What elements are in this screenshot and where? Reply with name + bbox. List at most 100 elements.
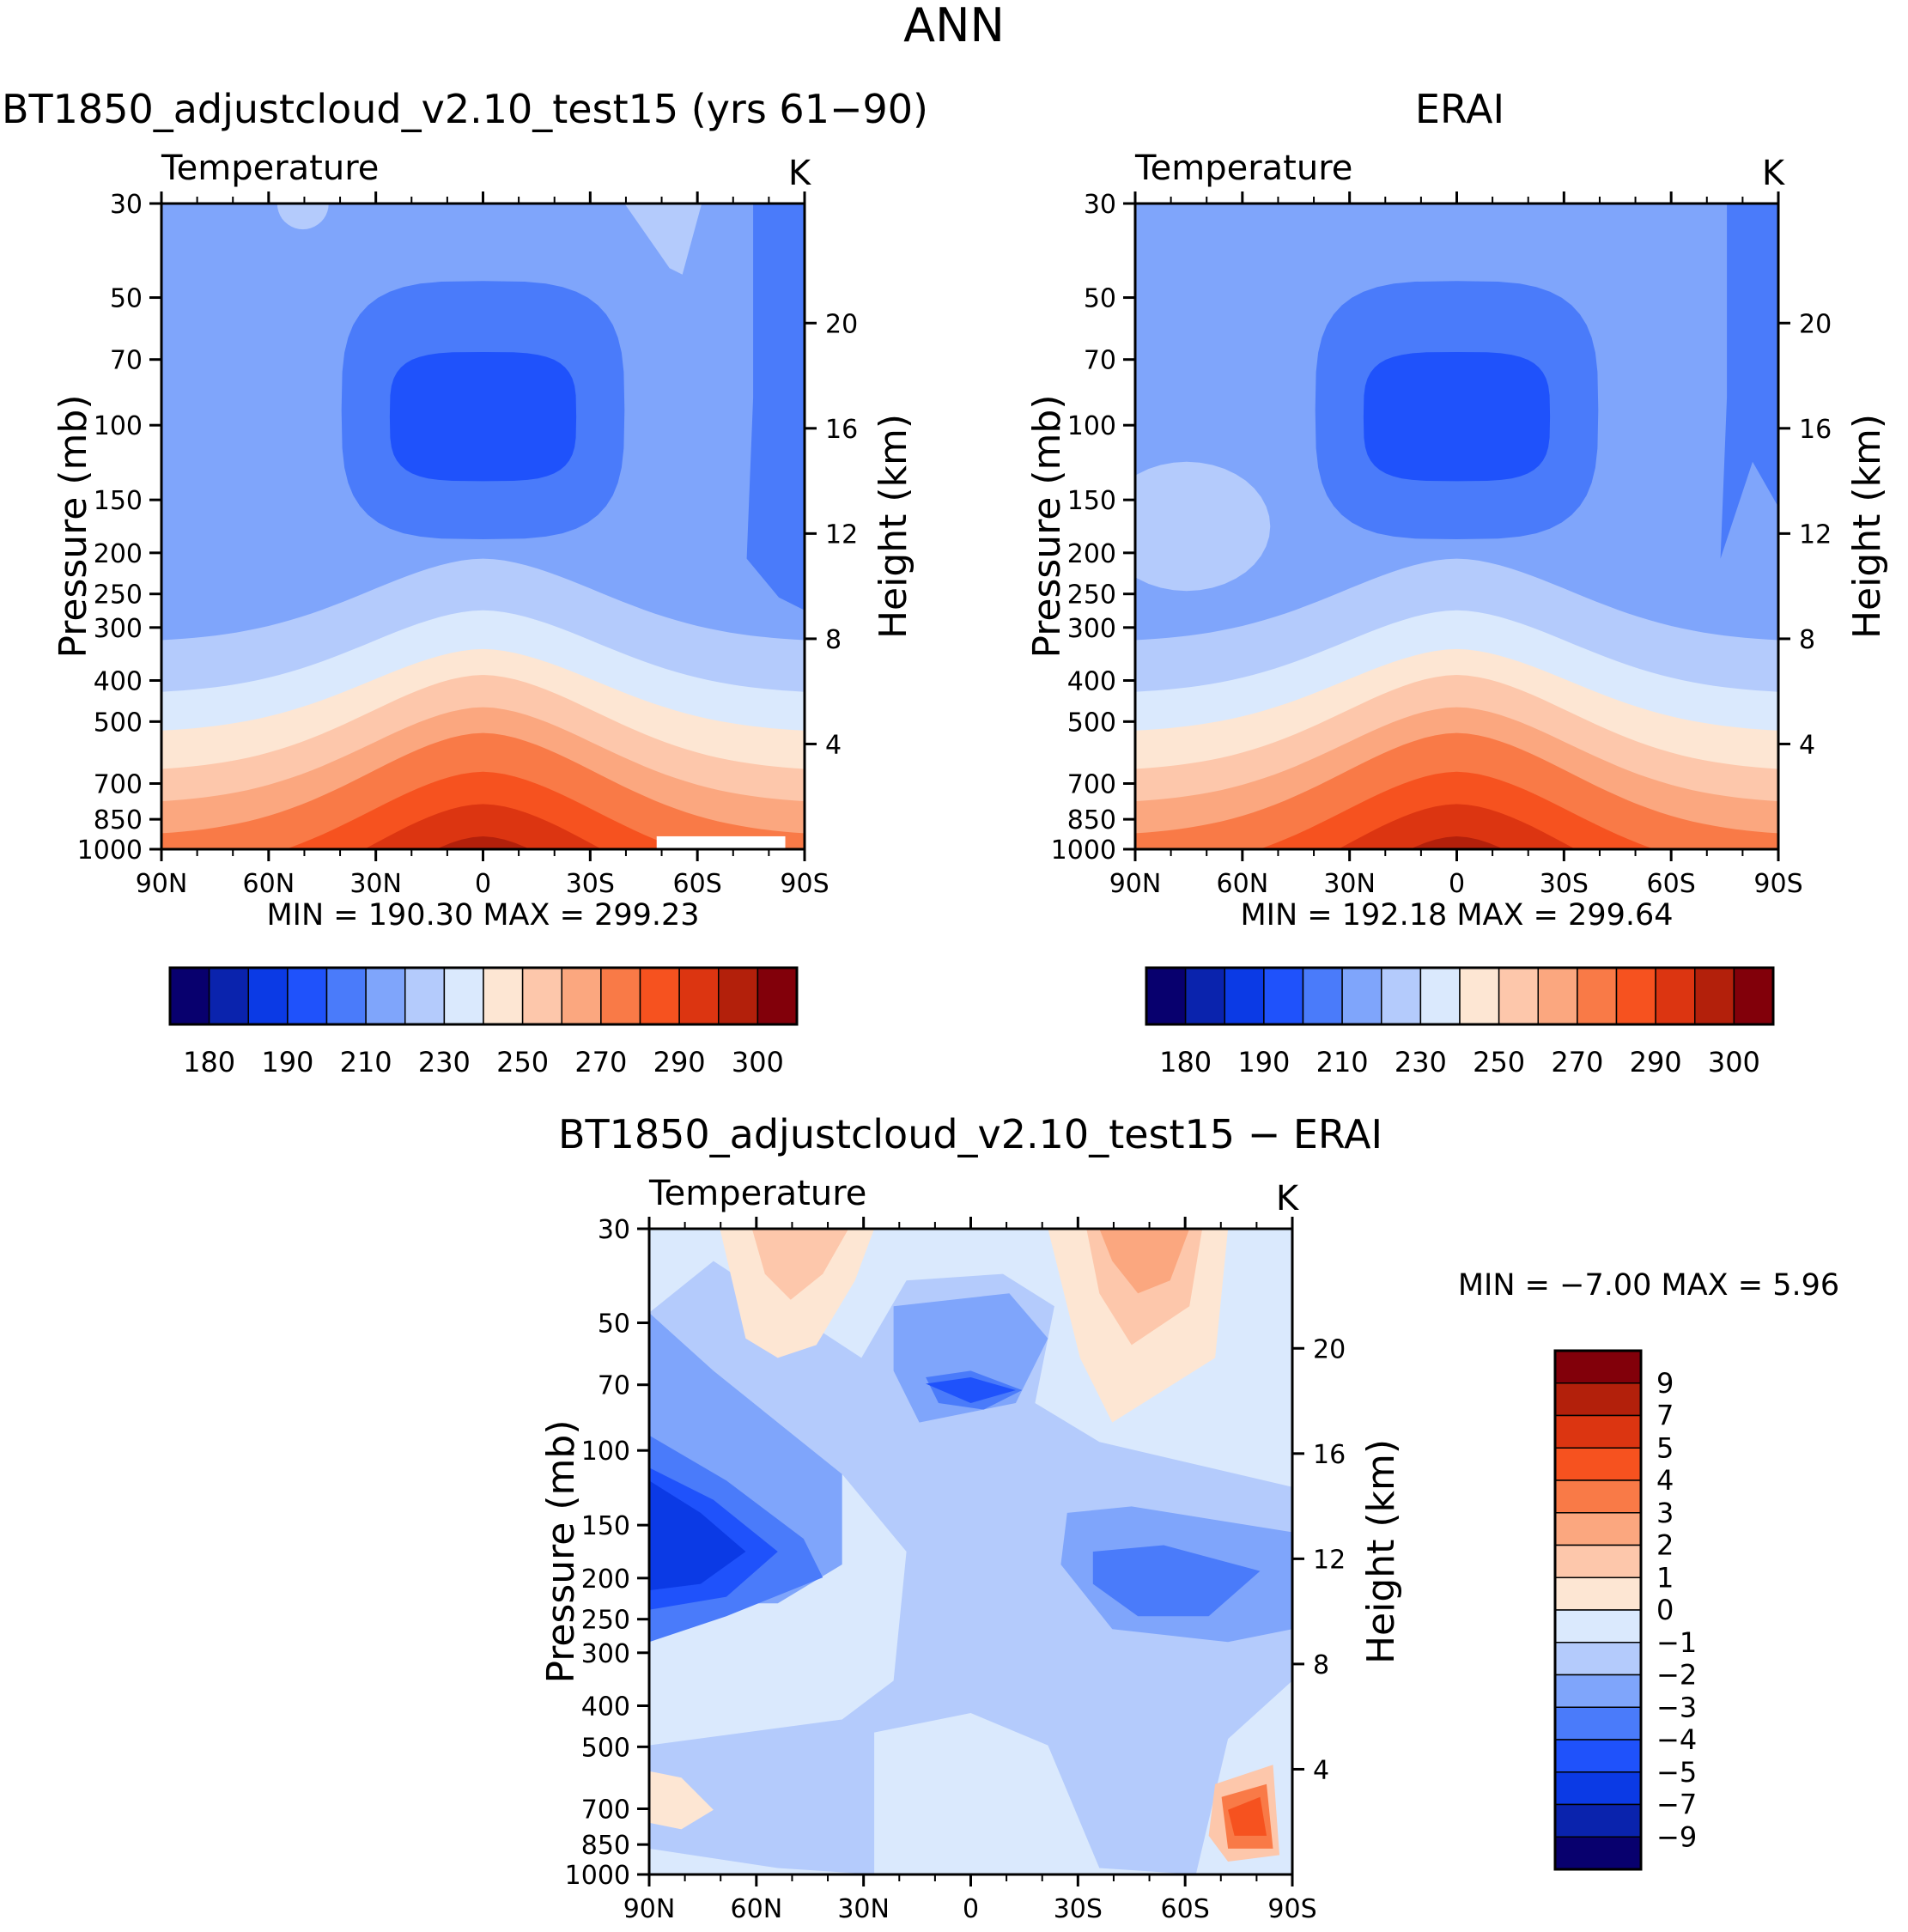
colorbar-swatch [1184,967,1225,1025]
colorbar-swatch [365,967,406,1025]
colorbar-swatch [1554,1836,1642,1870]
warm-strat-plume [624,204,702,275]
x-tick-label: 60N [1217,869,1269,899]
colorbar-swatch [1733,967,1774,1025]
x-tick-label: 30N [349,869,402,899]
colorbar-label: −3 [1656,1691,1697,1723]
colorbar-swatch [483,967,524,1025]
colorbar-label: −1 [1656,1626,1697,1659]
x-tick-label: 30S [1054,1894,1103,1924]
diff-title: BT1850_adjustcloud_v2.10_test15 − ERAI [558,1111,1382,1157]
y-tick-label: 300 [94,614,143,644]
y-tick-label: 70 [1084,346,1116,376]
colorbar-label: 290 [1630,1046,1682,1078]
colorbar-swatch [600,967,641,1025]
y-tick-label: 500 [94,708,143,738]
y2-tick-label: 12 [1313,1545,1346,1575]
y-tick-label: 300 [1067,614,1116,644]
y-axis-label: Pressure (mb) [1025,395,1069,659]
y-tick-label: 250 [1067,580,1116,611]
colorbar-swatch [443,967,484,1025]
y2-tick-label: 12 [825,519,858,550]
colorbar-swatch [1577,967,1618,1025]
y-tick-label: 700 [94,770,143,800]
colorbar-swatch [1224,967,1265,1025]
contour-field [649,1229,1292,1874]
colorbar-swatch [1694,967,1735,1025]
contour-field [161,204,805,849]
colorbar-swatch [1554,1447,1642,1481]
colorbar-swatch [287,967,328,1025]
y2-tick-label: 8 [1799,625,1815,655]
colorbar-swatch [1554,1609,1642,1643]
colorbar-swatch [1263,967,1304,1025]
colorbar-swatch [1554,1479,1642,1514]
y2-tick-label: 4 [825,730,842,760]
y-tick-label: 70 [110,346,143,376]
colorbar-label: 190 [1237,1046,1290,1078]
colorbar-label: 300 [732,1046,784,1078]
diff-band-0-surface [649,1771,714,1830]
warm-strat-spot [276,204,329,230]
contour-band [364,804,602,849]
obs-colorbar: 180 190 210 230 250 270 290 300 [1145,966,1775,1078]
y-tick-label: 1000 [565,1861,630,1891]
colorbar-swatch [718,967,759,1025]
x-tick-label: 30S [1540,869,1589,899]
y-tick-label: 150 [581,1511,630,1541]
polar-cold [746,204,805,611]
y2-tick-label: 8 [825,625,842,655]
stats-label: MIN = −7.00 MAX = 5.96 [1458,1268,1839,1303]
y-tick-label: 150 [94,486,143,516]
y-tick-label: 700 [581,1795,630,1826]
x-tick-label: 60S [673,869,722,899]
colorbar-label: 2 [1656,1529,1674,1562]
colorbar-label: 180 [1159,1046,1212,1078]
colorbar-label: −2 [1656,1659,1697,1692]
y2-tick-label: 20 [825,309,858,339]
y-tick-label: 70 [598,1371,630,1401]
y-tick-label: 400 [94,666,143,696]
colorbar-swatch [1459,967,1500,1025]
colorbar-label: 250 [1473,1046,1525,1078]
contour-band [1410,836,1504,849]
colorbar-label: 210 [340,1046,392,1078]
y2-axis-label: Height (km) [872,414,915,639]
colorbar-swatch [1554,1350,1642,1384]
y2-tick-label: 20 [1799,309,1832,339]
y-tick-label: 1000 [1051,835,1116,866]
stats-label: MIN = 190.30 MAX = 299.23 [266,898,699,933]
y-tick-label: 850 [94,805,143,835]
x-tick-label: 0 [963,1894,979,1924]
colorbar-label: −5 [1656,1756,1697,1789]
y-tick-label: 100 [1067,411,1116,441]
subtitle-right: K [788,154,812,193]
model-colorbar: 180 190 210 230 250 270 290 300 [168,966,799,1078]
y-axis-label: Pressure (mb) [539,1420,583,1684]
colorbar-label: 250 [496,1046,549,1078]
coldest-region [389,352,577,482]
colorbar-label: 9 [1656,1367,1674,1400]
y-tick-label: 850 [1067,805,1116,835]
colorbar-swatch [1554,1544,1642,1578]
colorbar-label: 3 [1656,1497,1674,1529]
colorbar-label: −9 [1656,1820,1697,1853]
x-tick-label: 90S [1267,1894,1316,1924]
colorbar-swatch [1554,1706,1642,1741]
y-tick-label: 400 [1067,666,1116,696]
colorbar-swatch [757,967,798,1025]
y-tick-label: 850 [581,1831,630,1861]
colorbar-swatch [404,967,446,1025]
y-tick-label: 50 [1084,284,1116,314]
colorbar-label: 210 [1316,1046,1369,1078]
colorbar-swatch [1615,967,1656,1025]
y-tick-label: 200 [581,1564,630,1595]
y2-tick-label: 4 [1799,730,1815,760]
y-tick-label: 50 [598,1309,630,1340]
diff-band-minus1 [649,1261,1292,1874]
colorbar-label: 180 [183,1046,235,1078]
y2-tick-label: 20 [1313,1334,1346,1364]
x-tick-label: 60N [731,1894,783,1924]
colorbar-label: −7 [1656,1789,1697,1821]
